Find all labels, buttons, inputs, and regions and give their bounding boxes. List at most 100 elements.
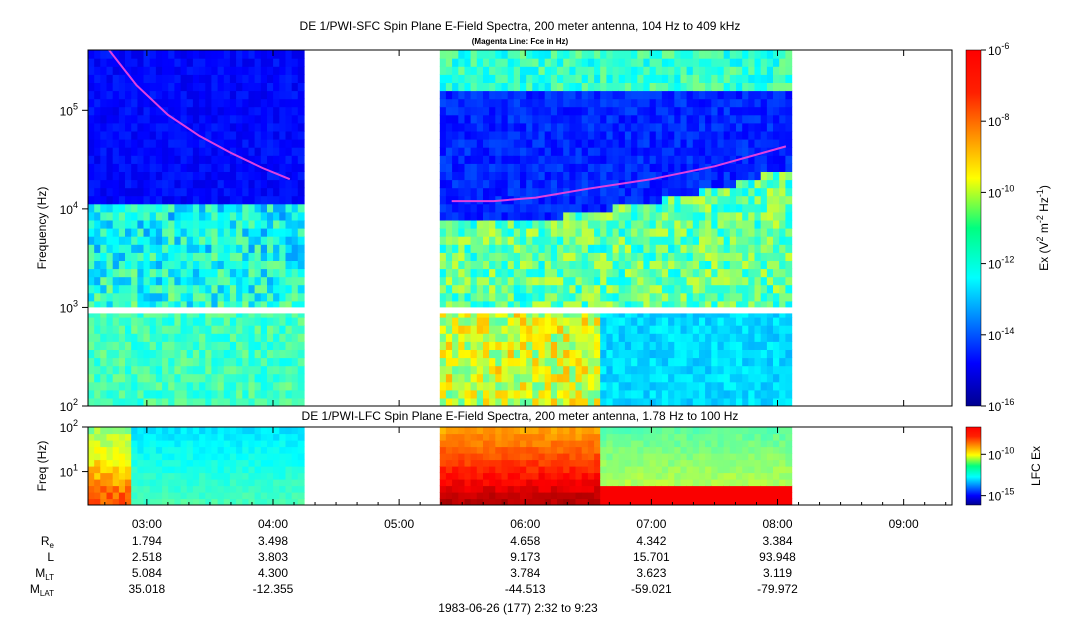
- top-spectrogram-cell: [211, 357, 219, 367]
- top-spectrogram-cell: [273, 90, 280, 100]
- top-spectrogram-cell: [205, 300, 213, 310]
- top-spectrogram-cell: [273, 155, 280, 164]
- top-spectrogram-cell: [489, 155, 496, 164]
- bottom-spectrogram-cell: [174, 427, 182, 435]
- top-spectrogram-cell: [661, 114, 669, 124]
- top-spectrogram-cell: [692, 179, 700, 189]
- top-spectrogram-cell: [106, 325, 114, 334]
- top-spectrogram-cell: [587, 74, 595, 83]
- top-spectrogram-cell: [174, 147, 182, 156]
- top-spectrogram-cell: [149, 276, 157, 286]
- bottom-spectrogram-cell: [88, 453, 95, 461]
- bottom-spectrogram-cell: [649, 498, 657, 505]
- top-spectrogram-cell: [600, 82, 607, 92]
- top-spectrogram-cell: [748, 260, 756, 270]
- top-spectrogram-cell: [155, 98, 163, 108]
- bottom-spectrogram-cell: [631, 459, 638, 467]
- top-spectrogram-cell: [162, 219, 169, 229]
- bottom-spectrogram-cell: [606, 466, 614, 474]
- bottom-spectrogram-cell: [643, 427, 651, 435]
- top-spectrogram-cell: [686, 268, 694, 278]
- top-spectrogram-cell: [600, 260, 607, 270]
- top-spectrogram-cell: [748, 147, 756, 156]
- top-spectrogram-cell: [692, 252, 700, 261]
- top-spectrogram-cell: [458, 268, 466, 278]
- top-spectrogram-cell: [162, 98, 169, 108]
- bottom-spectrogram-cell: [229, 453, 237, 461]
- top-spectrogram-cell: [495, 260, 503, 270]
- bottom-spectrogram-cell: [686, 433, 694, 441]
- top-spectrogram-cell: [260, 357, 268, 367]
- top-spectrogram-cell: [594, 82, 601, 92]
- top-spectrogram-cell: [649, 74, 657, 83]
- top-spectrogram-cell: [526, 114, 533, 124]
- top-spectrogram-cell: [125, 211, 132, 221]
- top-spectrogram-cell: [495, 187, 503, 197]
- top-spectrogram-cell: [131, 171, 138, 181]
- top-spectrogram-cell: [223, 106, 231, 116]
- top-spectrogram-cell: [279, 179, 287, 189]
- top-spectrogram-cell: [779, 171, 786, 181]
- top-spectrogram-cell: [211, 211, 219, 221]
- top-spectrogram-cell: [180, 114, 188, 124]
- top-spectrogram-cell: [748, 341, 756, 350]
- top-spectrogram-cell: [205, 252, 213, 261]
- top-spectrogram-cell: [223, 122, 231, 132]
- top-spectrogram-cell: [118, 228, 126, 237]
- top-spectrogram-cell: [155, 373, 163, 383]
- bottom-spectrogram-cell: [168, 492, 175, 500]
- top-spectrogram-cell: [643, 389, 651, 399]
- top-spectrogram-cell: [699, 365, 706, 375]
- bottom-spectrogram-cell: [248, 453, 256, 461]
- top-spectrogram-cell: [137, 389, 145, 399]
- bottom-spectrogram-cell: [155, 472, 163, 480]
- top-spectrogram-cell: [192, 74, 200, 83]
- bottom-spectrogram-cell: [526, 466, 533, 474]
- top-spectrogram-cell: [106, 236, 114, 245]
- top-spectrogram-cell: [655, 228, 663, 237]
- top-spectrogram-cell: [544, 276, 552, 286]
- top-spectrogram-cell: [458, 74, 466, 83]
- top-spectrogram-cell: [637, 171, 645, 181]
- bottom-spectrogram-cell: [557, 453, 564, 461]
- top-spectrogram-cell: [501, 130, 509, 140]
- top-spectrogram-cell: [254, 268, 262, 278]
- top-spectrogram-cell: [267, 211, 274, 221]
- bottom-spectrogram-cell: [544, 459, 552, 467]
- top-spectrogram-cell: [186, 219, 194, 229]
- top-spectrogram-cell: [470, 397, 478, 406]
- top-spectrogram-cell: [705, 389, 712, 399]
- top-spectrogram-cell: [192, 397, 200, 406]
- top-spectrogram-cell: [439, 373, 447, 383]
- top-spectrogram-cell: [458, 333, 466, 342]
- bottom-spectrogram-cell: [174, 459, 182, 467]
- top-spectrogram-cell: [581, 236, 589, 245]
- bottom-spectrogram-cell: [526, 427, 533, 435]
- top-spectrogram-cell: [760, 203, 768, 213]
- top-spectrogram-cell: [452, 268, 459, 278]
- bottom-spectrogram-cell: [575, 472, 583, 480]
- top-spectrogram-cell: [538, 228, 546, 237]
- top-spectrogram-cell: [273, 114, 280, 124]
- top-spectrogram-cell: [100, 187, 108, 197]
- top-spectrogram-cell: [563, 179, 570, 189]
- top-spectrogram-cell: [643, 268, 651, 278]
- top-spectrogram-cell: [779, 82, 786, 92]
- top-spectrogram-cell: [520, 122, 527, 132]
- top-spectrogram-cell: [483, 139, 490, 148]
- top-spectrogram-cell: [723, 163, 731, 172]
- bottom-spectrogram-cell: [88, 440, 95, 448]
- top-spectrogram-cell: [773, 139, 780, 148]
- bottom-spectrogram-cell: [526, 479, 533, 487]
- top-spectrogram-cell: [174, 50, 182, 59]
- top-spectrogram-cell: [748, 66, 756, 75]
- top-spectrogram-cell: [748, 211, 756, 221]
- top-spectrogram-cell: [674, 333, 682, 342]
- top-spectrogram-cell: [174, 228, 182, 237]
- top-spectrogram-cell: [649, 397, 657, 406]
- bottom-spectrogram-cell: [168, 453, 175, 461]
- top-spectrogram-cell: [495, 365, 503, 375]
- bottom-spectrogram-cell: [464, 472, 472, 480]
- top-spectrogram-cell: [760, 66, 768, 75]
- bottom-spectrogram-cell: [162, 466, 169, 474]
